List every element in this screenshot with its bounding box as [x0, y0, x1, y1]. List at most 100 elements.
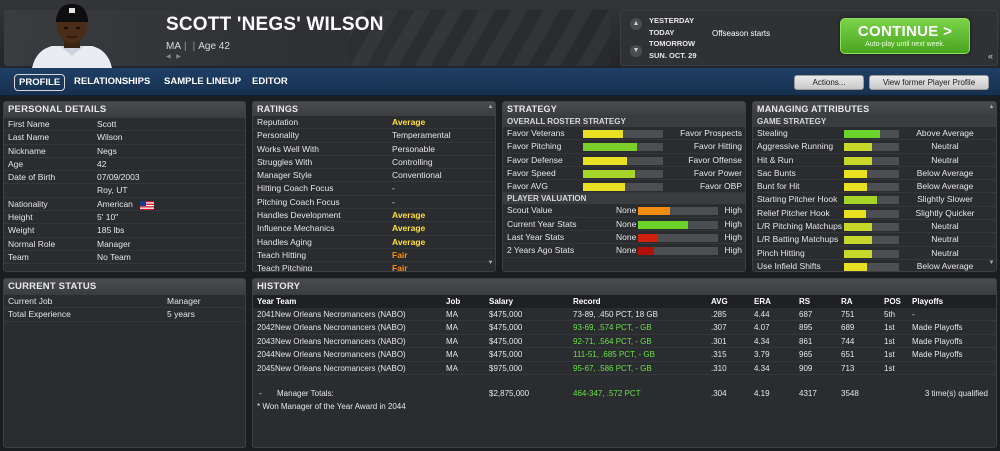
view-former-profile-button[interactable]: View former Player Profile	[869, 75, 989, 90]
player-nav-arrows[interactable]: ◀ ▶	[166, 54, 183, 60]
detail-value: 185 lbs	[97, 225, 125, 236]
history-cell-salary: $475,000	[489, 350, 523, 360]
attribute-label: Starting Pitcher Hook	[757, 194, 838, 205]
attribute-slider[interactable]	[844, 156, 899, 165]
totals-label: Manager Totals:	[277, 388, 334, 398]
detail-value: Wilson	[97, 132, 123, 143]
actions-dropdown[interactable]: Actions...	[794, 75, 864, 90]
history-cell-salary: $475,000	[489, 323, 523, 333]
history-cell-team: New Orleans Necromancers (NABO)	[275, 336, 406, 346]
attribute-value: Slightly Quicker	[915, 207, 975, 218]
rating-value: Average	[392, 117, 426, 127]
attribute-slider[interactable]	[844, 236, 899, 245]
valuation-slider[interactable]	[638, 220, 718, 229]
history-cell-team: New Orleans Necromancers (NABO)	[275, 363, 406, 373]
attribute-slider[interactable]	[844, 143, 899, 152]
history-row[interactable]: 2044 New Orleans Necromancers (NABO) MA $47…	[253, 348, 996, 362]
valuation-slider[interactable]	[638, 247, 718, 256]
chevron-down-icon[interactable]: ▼	[630, 45, 642, 57]
continue-button[interactable]: CONTINUE > Auto-play until next week.	[840, 18, 970, 54]
continue-button-subtext: Auto-play until next week.	[865, 41, 945, 48]
panel-title: MANAGING ATTRIBUTES	[753, 102, 996, 116]
chevron-up-icon[interactable]: ▲	[630, 18, 642, 30]
history-cell-job: MA	[446, 323, 458, 333]
attribute-slider[interactable]	[844, 183, 899, 192]
scroll-up-icon[interactable]: ▲	[988, 104, 995, 110]
attribute-row: L/R Batting Matchups Neutral	[753, 233, 996, 247]
attribute-slider[interactable]	[844, 209, 899, 218]
attribute-value: Neutral	[931, 221, 959, 232]
attribute-label: Hit & Run	[757, 154, 794, 165]
rating-row: Pitching Coach Focus -	[253, 196, 495, 210]
detail-value: 5' 10"	[97, 212, 119, 223]
attribute-slider[interactable]	[844, 130, 899, 138]
attribute-slider[interactable]	[844, 223, 899, 232]
slider-fill	[844, 156, 872, 165]
attribute-label: Bunt for Hit	[757, 181, 800, 192]
detail-label: Date of Birth	[8, 172, 56, 183]
history-row[interactable]: 2041 New Orleans Necromancers (NABO) MA $47…	[253, 308, 996, 322]
history-table-body: 2041 New Orleans Necromancers (NABO) MA $47…	[253, 308, 996, 375]
history-cell-team: New Orleans Necromancers (NABO)	[275, 350, 406, 360]
roster-strategy-list: Favor Veterans Favor Prospects Favor Pitch…	[503, 127, 745, 194]
strategy-slider[interactable]	[583, 143, 663, 152]
detail-row: First Name Scott	[4, 118, 245, 132]
history-row[interactable]: 2043 New Orleans Necromancers (NABO) MA $47…	[253, 335, 996, 349]
rating-label: Works Well With	[257, 143, 320, 154]
valuation-max-label: High	[724, 245, 742, 256]
strategy-slider[interactable]	[583, 156, 663, 165]
history-row[interactable]: 2042 New Orleans Necromancers (NABO) MA $47…	[253, 321, 996, 335]
attribute-slider[interactable]	[844, 262, 899, 271]
detail-row: Weight 185 lbs	[4, 224, 245, 238]
detail-label: Last Name	[8, 132, 50, 143]
attribute-slider[interactable]	[844, 196, 899, 205]
totals-salary: $2,875,000	[489, 388, 530, 398]
totals-rs: 4317	[799, 388, 817, 398]
attribute-row: Stealing Above Average	[753, 127, 996, 141]
game-strategy-list: Stealing Above Average Aggressive Running N…	[753, 127, 996, 271]
history-row[interactable]: 2045 New Orleans Necromancers (NABO) MA $97…	[253, 362, 996, 375]
slider-fill	[638, 207, 670, 216]
history-cell-year: 2043	[257, 336, 275, 346]
tab-sample-lineup[interactable]: SAMPLE LINEUP	[164, 76, 242, 87]
detail-label: First Name	[8, 119, 50, 129]
collapse-icon[interactable]: «	[988, 51, 994, 61]
strategy-slider[interactable]	[583, 183, 663, 192]
history-cell-era: 4.34	[754, 363, 770, 373]
detail-row: Nickname Negs	[4, 145, 245, 158]
scroll-down-icon[interactable]: ▼	[487, 260, 494, 266]
tab-editor[interactable]: EDITOR	[252, 76, 288, 87]
valuation-min-label: None	[616, 218, 637, 229]
totals-record: 464-347, .572 PCT	[573, 388, 641, 398]
slider-fill	[844, 183, 868, 192]
rating-row: Handles Development Average	[253, 209, 495, 223]
attribute-row: Relief Pitcher Hook Slightly Quicker	[753, 207, 996, 221]
slider-fill	[583, 183, 625, 192]
valuation-slider[interactable]	[638, 234, 718, 243]
detail-value: 42	[97, 158, 107, 169]
attribute-value: Slightly Slower	[917, 194, 973, 205]
valuation-slider[interactable]	[638, 207, 718, 216]
column-header-record: Record	[573, 297, 601, 306]
history-totals-row: - Manager Totals: $2,875,000 464-347, .572 …	[253, 387, 996, 400]
tab-profile[interactable]: PROFILE	[14, 74, 66, 91]
attribute-slider[interactable]	[844, 249, 899, 258]
panel-title: STRATEGY	[503, 102, 745, 116]
strategy-slider[interactable]	[583, 130, 663, 138]
history-cell-era: 4.34	[754, 336, 770, 346]
valuation-min-label: None	[616, 232, 637, 243]
rating-label: Handles Aging	[257, 236, 312, 247]
strategy-row: Favor Veterans Favor Prospects	[503, 127, 745, 141]
strategy-slider[interactable]	[583, 169, 663, 178]
panel-title: PERSONAL DETAILS	[4, 102, 245, 118]
tab-relationships[interactable]: RELATIONSHIPS	[74, 76, 151, 87]
attribute-label: L/R Batting Matchups	[757, 234, 839, 245]
detail-row: Nationality American	[4, 198, 245, 212]
history-cell-avg: .285	[711, 310, 727, 319]
scroll-up-icon[interactable]: ▲	[487, 104, 494, 110]
attribute-slider[interactable]	[844, 169, 899, 178]
rating-label: Hitting Coach Focus	[257, 183, 334, 194]
scroll-down-icon[interactable]: ▼	[988, 260, 995, 266]
attribute-value: Below Average	[916, 260, 974, 271]
attribute-row: Hit & Run Neutral	[753, 154, 996, 167]
